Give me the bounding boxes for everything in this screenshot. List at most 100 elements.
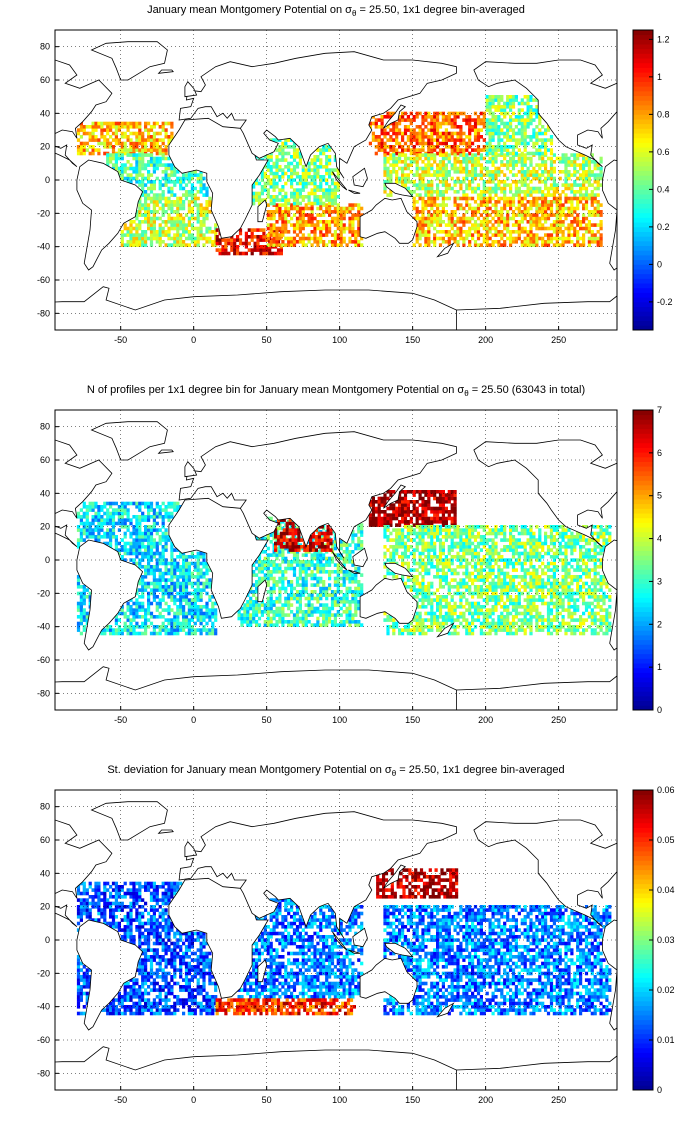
data-cell (524, 160, 527, 164)
data-cell (492, 227, 495, 231)
data-cell (588, 223, 591, 227)
data-cell (153, 170, 156, 174)
data-cell (489, 230, 492, 234)
data-cell (383, 142, 386, 146)
data-cell (416, 170, 419, 174)
data-cell (293, 573, 296, 577)
data-cell (173, 602, 176, 606)
data-cell (468, 187, 471, 191)
data-cell (553, 213, 556, 217)
data-cell (486, 217, 489, 221)
data-cell (165, 588, 168, 592)
data-cell (532, 237, 535, 241)
data-cell (165, 538, 168, 542)
data-cell (468, 152, 471, 156)
data-cell (576, 217, 579, 221)
data-cell (535, 227, 538, 231)
data-cell (439, 230, 442, 234)
data-cell (179, 622, 182, 626)
data-cell (454, 125, 457, 129)
data-cell (474, 167, 477, 171)
data-cell (427, 173, 430, 177)
data-cell (439, 237, 442, 241)
data-cell (159, 512, 162, 516)
data-cell (165, 512, 168, 516)
data-cell (94, 505, 97, 509)
data-cell (550, 193, 553, 197)
data-cell (541, 180, 544, 184)
data-cell (153, 135, 156, 139)
data-cell (299, 600, 302, 604)
data-cell (433, 157, 436, 161)
data-cell (267, 243, 270, 247)
data-cell (509, 197, 512, 201)
data-cell (243, 610, 246, 614)
data-cell (421, 207, 424, 211)
data-cell (489, 108, 492, 112)
data-cell (299, 560, 302, 564)
data-cell (89, 138, 92, 142)
data-cell (80, 585, 83, 589)
data-cell (299, 188, 302, 192)
data-cell (430, 167, 433, 171)
data-cell (202, 612, 205, 616)
data-cell (129, 220, 132, 224)
data-cell (287, 162, 290, 166)
data-cell (278, 152, 281, 156)
data-cell (494, 227, 497, 231)
data-cell (129, 628, 132, 632)
data-cell (191, 207, 194, 211)
data-cell (486, 200, 489, 204)
data-cell (103, 632, 106, 636)
data-cell (115, 142, 118, 146)
data-cell (492, 187, 495, 191)
data-cell (497, 142, 500, 146)
data-cell (159, 578, 162, 582)
data-cell (313, 195, 316, 199)
data-cell (293, 168, 296, 172)
data-cell (302, 590, 305, 594)
data-cell (512, 128, 515, 132)
data-cell (248, 228, 251, 232)
data-cell (121, 538, 124, 542)
data-cell (208, 608, 211, 612)
data-cell (287, 165, 290, 169)
data-cell (442, 180, 445, 184)
data-cell (284, 165, 287, 169)
data-cell (474, 200, 477, 204)
data-cell (194, 595, 197, 599)
data-cell (273, 580, 276, 584)
data-cell (77, 512, 80, 516)
data-cell (144, 243, 147, 247)
data-cell (290, 162, 293, 166)
data-cell (527, 237, 530, 241)
data-cell (421, 142, 424, 146)
data-cell (313, 573, 316, 577)
data-cell (273, 570, 276, 574)
data-cell (477, 227, 480, 231)
data-cell (141, 237, 144, 241)
data-cell (419, 210, 422, 214)
data-cell (129, 142, 132, 146)
data-cell (518, 230, 521, 234)
data-cell (270, 155, 273, 159)
data-cell (468, 115, 471, 119)
data-cell (97, 535, 100, 539)
data-cell (579, 227, 582, 231)
data-cell (302, 165, 305, 169)
data-cell (319, 202, 322, 206)
data-cell (208, 618, 211, 622)
data-cell (80, 532, 83, 536)
data-cell (135, 227, 138, 231)
data-cell (471, 190, 474, 194)
data-cell (518, 180, 521, 184)
data-cell (305, 603, 308, 607)
data-cell (357, 243, 360, 247)
data-cell (445, 163, 448, 167)
data-cell (156, 163, 159, 167)
data-cell (138, 213, 141, 217)
data-cell (129, 532, 132, 536)
data-cell (547, 203, 550, 207)
data-cell (200, 632, 203, 636)
data-cell (100, 135, 103, 139)
